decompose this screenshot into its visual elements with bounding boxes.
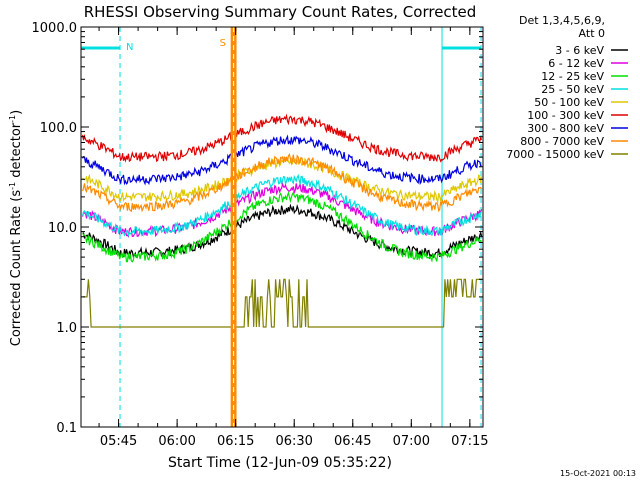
y-tick-label: 1.0 bbox=[56, 321, 77, 336]
series-line bbox=[82, 113, 483, 163]
x-tick-label: 06:15 bbox=[217, 434, 254, 449]
series-line bbox=[83, 278, 482, 328]
x-tick-label: 05:45 bbox=[100, 434, 137, 449]
x-tick-label: 07:15 bbox=[451, 434, 488, 449]
series-line bbox=[82, 134, 482, 186]
series-lines bbox=[82, 113, 483, 328]
saa-label: S bbox=[220, 38, 226, 49]
y-tick-label: 1000.0 bbox=[32, 21, 78, 36]
x-tick-label: 07:00 bbox=[393, 434, 430, 449]
legend-header: Att 0 bbox=[579, 27, 605, 40]
series-line bbox=[82, 156, 483, 204]
x-axis: 05:45 06:00 06:15 06:30 06:45 07:00 07:15 bbox=[98, 27, 489, 449]
x-tick-label: 06:00 bbox=[158, 434, 195, 449]
series-line bbox=[82, 203, 483, 260]
y-tick-label: 10.0 bbox=[48, 221, 77, 236]
legend-label: 50 - 100 keV bbox=[534, 96, 604, 109]
x-tick-label: 06:45 bbox=[334, 434, 371, 449]
night-label: N bbox=[126, 42, 133, 53]
legend-label: 12 - 25 keV bbox=[541, 70, 604, 83]
y-tick-label: 100.0 bbox=[40, 121, 77, 136]
chart-title: RHESSI Observing Summary Count Rates, Co… bbox=[84, 3, 477, 21]
y-axis: 1000.0 100.0 10.0 1.0 0.1 bbox=[32, 21, 483, 436]
legend-label: 25 - 50 keV bbox=[541, 83, 604, 96]
saa-marker: S bbox=[220, 27, 237, 427]
footer-timestamp: 15-Oct-2021 00:13 bbox=[560, 469, 636, 478]
y-axis-label: Corrected Count Rate (s-1 detector-1) bbox=[8, 110, 24, 346]
legend-label: 7000 - 15000 keV bbox=[506, 148, 604, 161]
series-line bbox=[82, 173, 482, 238]
series-line bbox=[82, 152, 483, 213]
y-tick-label: 0.1 bbox=[56, 421, 77, 436]
legend-label: 800 - 7000 keV bbox=[520, 135, 604, 148]
legend-label: 100 - 300 keV bbox=[527, 109, 604, 122]
legend-label: 3 - 6 keV bbox=[555, 44, 604, 57]
x-tick-label: 06:30 bbox=[275, 434, 312, 449]
legend-header: Det 1,3,4,5,6,9, bbox=[519, 14, 605, 27]
legend-label: 300 - 800 keV bbox=[527, 122, 604, 135]
legend-label: 6 - 12 keV bbox=[548, 57, 604, 70]
series-line bbox=[82, 191, 483, 263]
x-axis-label: Start Time (12-Jun-09 05:35:22) bbox=[168, 455, 392, 471]
